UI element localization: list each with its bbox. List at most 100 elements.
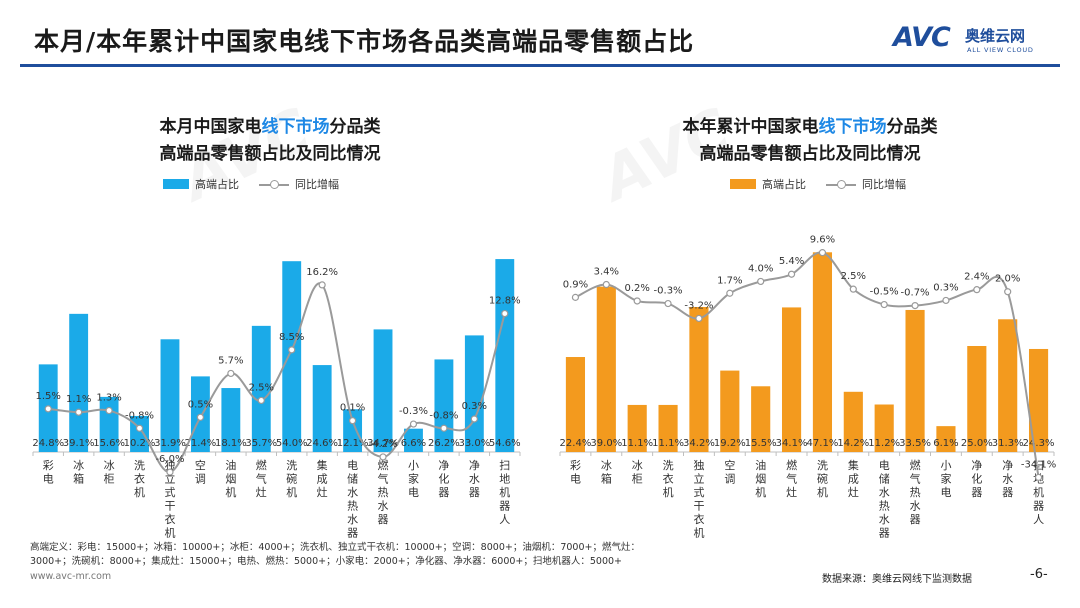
- legend-bar-swatch: [730, 179, 756, 189]
- category-label: 化: [438, 472, 449, 486]
- bar-data-label: 25.0%: [961, 438, 993, 449]
- right-title-part: 本年累计中国家电: [682, 117, 819, 137]
- bar-data-label: 10.2%: [124, 438, 156, 449]
- category-label: 空: [724, 458, 735, 472]
- category-label: 燃: [910, 458, 921, 472]
- growth-point: [664, 299, 672, 308]
- growth-data-label: 1.7%: [717, 275, 742, 286]
- category-label: 化: [971, 472, 982, 486]
- category-label: 气: [786, 472, 797, 486]
- category-label: 烟: [225, 472, 236, 486]
- bar-data-label: 15.5%: [745, 438, 777, 449]
- bar-data-label: 6.6%: [401, 438, 426, 449]
- bar-data-label: 6.1%: [933, 438, 958, 449]
- growth-data-label: 0.1%: [340, 403, 365, 414]
- logo-mark: AVC: [893, 22, 951, 53]
- growth-data-label: -0.8%: [125, 410, 154, 421]
- category-label: 电: [43, 473, 54, 486]
- bar: [404, 428, 423, 452]
- category-label: 净: [469, 458, 480, 472]
- growth-point: [633, 297, 641, 305]
- bar: [464, 335, 484, 452]
- growth-data-label: -6.0%: [155, 454, 184, 465]
- growth-point: [166, 468, 174, 476]
- category-label: 箱: [73, 472, 84, 486]
- growth-point: [880, 300, 888, 309]
- growth-data-label: -4.2%: [369, 439, 398, 450]
- category-label: 冰: [73, 459, 84, 472]
- category-label: 灶: [786, 486, 797, 499]
- category-label: 小: [408, 459, 419, 472]
- category-label: 器: [1033, 500, 1044, 513]
- category-label: 电: [879, 459, 890, 472]
- category-label: 衣: [164, 512, 175, 526]
- category-label: 机: [817, 485, 828, 499]
- growth-point: [288, 346, 296, 354]
- growth-data-label: 8.5%: [279, 332, 304, 343]
- growth-point: [135, 424, 144, 432]
- bar: [720, 370, 740, 452]
- category-label: 调: [195, 473, 206, 486]
- category-label: 箱: [601, 472, 612, 486]
- category-label: 水: [879, 486, 890, 499]
- category-label: 器: [1002, 486, 1013, 499]
- growth-point: [1034, 473, 1043, 481]
- category-label: 热: [910, 486, 921, 499]
- growth-data-label: 1.1%: [66, 394, 91, 405]
- category-label: 冰: [104, 459, 115, 472]
- bar-data-label: 35.7%: [245, 438, 277, 449]
- bar: [967, 346, 987, 452]
- growth-data-label: 0.5%: [188, 399, 213, 410]
- category-label: 燃: [378, 458, 389, 472]
- category-label: 电: [940, 486, 951, 499]
- category-label: 洗: [134, 459, 145, 472]
- legend-line-label: 同比增幅: [295, 178, 339, 191]
- category-label: 碗: [817, 472, 828, 486]
- category-label: 电: [570, 473, 581, 486]
- growth-point: [818, 249, 827, 257]
- category-label: 机: [693, 526, 704, 540]
- legend-line-swatch: [826, 179, 856, 189]
- bar-data-label: 24.8%: [32, 438, 64, 449]
- growth-data-label: 12.8%: [489, 296, 521, 307]
- category-label: 洗: [286, 459, 297, 472]
- category-label: 水: [347, 486, 358, 499]
- category-label: 成: [848, 473, 859, 486]
- legend-line-swatch: [259, 179, 289, 189]
- growth-data-label: 2.4%: [964, 272, 989, 283]
- category-label: 机: [1033, 485, 1044, 499]
- growth-data-label: 4.0%: [748, 263, 773, 274]
- bar: [343, 409, 363, 452]
- left-title-part: 分品类: [329, 117, 381, 137]
- bar-data-label: 33.5%: [899, 438, 931, 449]
- growth-point: [379, 453, 387, 461]
- growth-data-label: -0.8%: [429, 410, 458, 421]
- category-label: 灶: [317, 486, 328, 499]
- bar: [312, 365, 332, 452]
- category-label: 彩: [570, 459, 581, 472]
- growth-data-label: 5.7%: [218, 355, 243, 366]
- growth-point: [849, 285, 857, 293]
- category-label: 柜: [104, 473, 115, 486]
- growth-data-label: -3.2%: [684, 300, 713, 311]
- right-chart-legend: 高端占比 同比增幅: [730, 176, 906, 192]
- bar-data-label: 33.0%: [458, 438, 490, 449]
- growth-data-label: -0.7%: [901, 288, 930, 299]
- growth-point: [318, 281, 326, 289]
- growth-data-label: -0.5%: [870, 287, 899, 298]
- category-label: 灶: [848, 486, 859, 499]
- category-label: 扫: [499, 459, 510, 472]
- category-label: 人: [1033, 513, 1044, 526]
- page-title: 本月/本年累计中国家电线下市场各品类高端品零售额占比: [34, 27, 695, 56]
- bar: [282, 261, 302, 452]
- category-label: 立: [693, 472, 704, 486]
- bar-data-label: 15.6%: [93, 438, 125, 449]
- growth-data-label: 5.4%: [779, 256, 804, 267]
- category-label: 冰: [632, 459, 643, 472]
- bar-data-label: 39.0%: [590, 438, 622, 449]
- growth-point: [75, 408, 83, 416]
- growth-data-label: 2.5%: [841, 271, 866, 282]
- right-chart-title: 本年累计中国家电线下市场分品类 高端品零售额占比及同比情况: [540, 114, 1080, 168]
- category-label: 成: [317, 473, 328, 486]
